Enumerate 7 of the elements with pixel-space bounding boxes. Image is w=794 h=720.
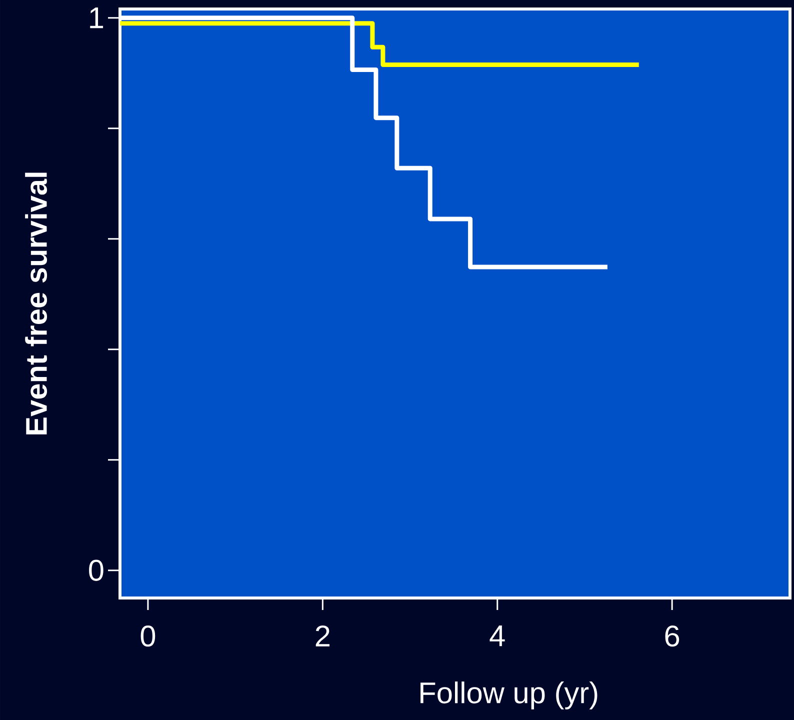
x-tick-label: 0: [140, 626, 156, 647]
x-tick-label: 4: [490, 626, 505, 646]
x-tick-label: 2: [316, 626, 330, 646]
x-tick-label: 6: [665, 626, 680, 647]
y-axis-title: Event free survival: [25, 172, 48, 434]
y-tick-label: 1: [90, 8, 104, 28]
x-axis-title: Follow up (yr): [420, 682, 598, 710]
